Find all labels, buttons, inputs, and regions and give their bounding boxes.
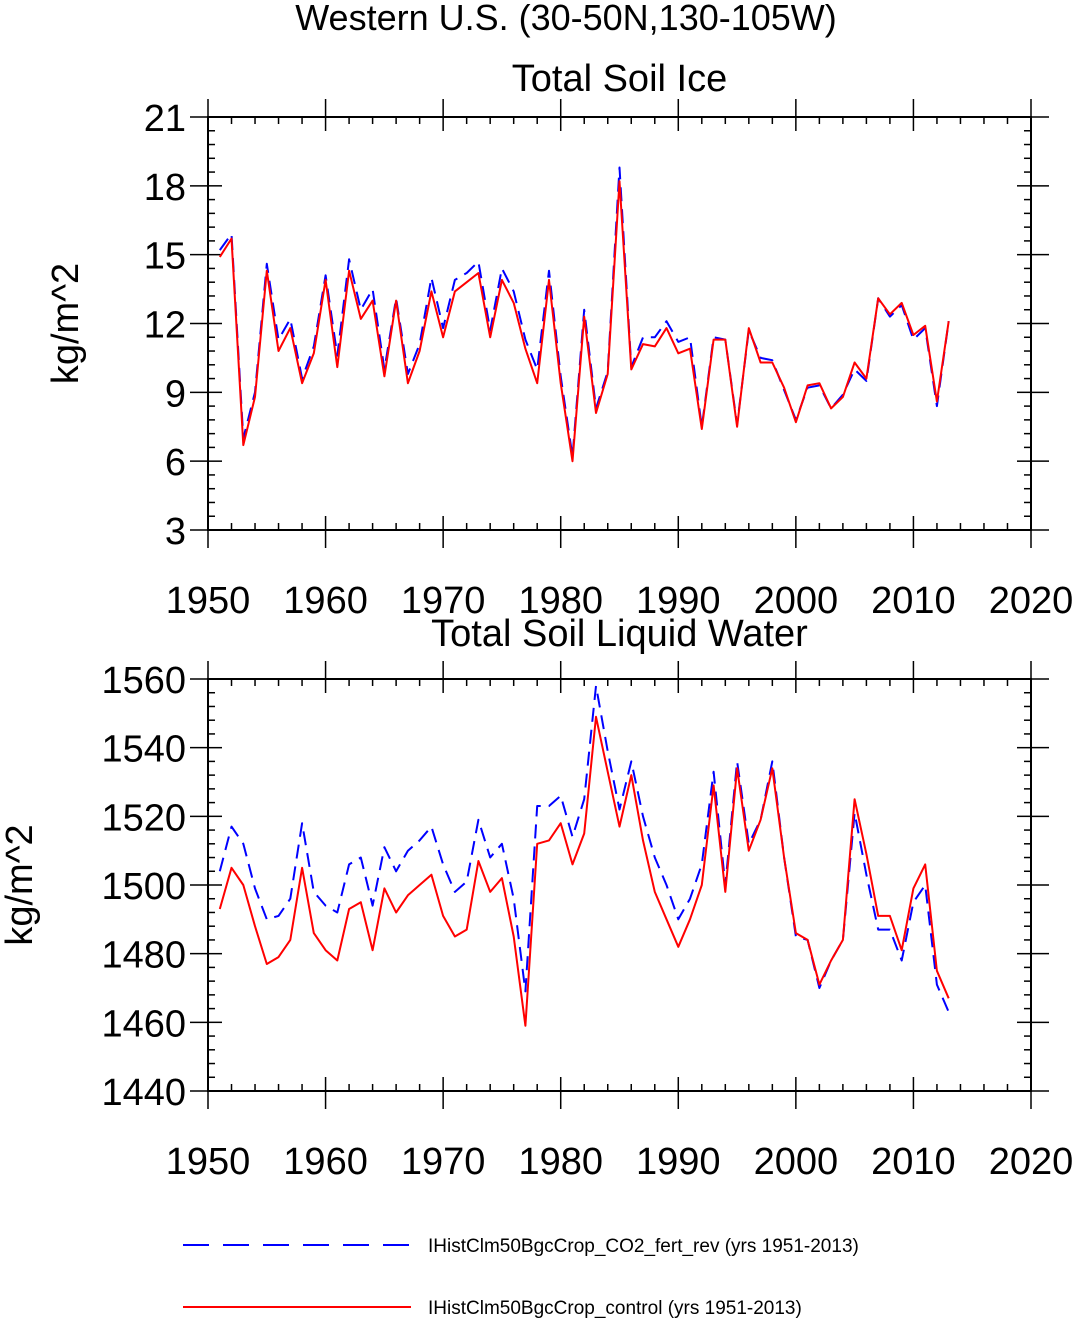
y-tick-label: 1540 [101, 729, 186, 771]
x-tick-label: 2020 [989, 1141, 1074, 1183]
x-tick-label: 1970 [401, 1141, 486, 1183]
x-tick-label: 1970 [401, 580, 486, 622]
x-tick-label: 1980 [518, 1141, 603, 1183]
soil-ice-panel: Total Soil Ice kg/m^2 1950 1960 1970 1980 1990… [45, 58, 1073, 622]
y-tick-label: 15 [144, 236, 186, 278]
series-control-line [218, 715, 950, 1027]
x-tick-label: 1990 [636, 580, 721, 622]
y-tick-label: 1440 [101, 1072, 186, 1114]
x-tick-label: 2000 [754, 1141, 839, 1183]
y-tick-label: 1460 [101, 1003, 186, 1045]
y-tick-label: 6 [165, 442, 186, 484]
series-co2-fert-rev-line [218, 684, 950, 1013]
y-tick-label: 1520 [101, 797, 186, 839]
x-tick-label: 1990 [636, 1141, 721, 1183]
legend: IHistClm50BgcCrop_CO2_fert_rev (yrs 1951… [183, 1236, 859, 1319]
x-tick-label: 2020 [989, 580, 1074, 622]
y-axis-label: kg/m^2 [45, 263, 87, 384]
y-tick-label: 1480 [101, 935, 186, 977]
x-tick-label: 1960 [283, 580, 368, 622]
y-tick-label: 1500 [101, 866, 186, 908]
y-tick-label: 9 [165, 373, 186, 415]
x-tick-label: 1950 [166, 1141, 251, 1183]
y-tick-label: 3 [165, 511, 186, 553]
x-tick-label: 2000 [754, 580, 839, 622]
x-tick-label: 2010 [871, 580, 956, 622]
plot-frame [207, 678, 1032, 1092]
x-tick-label: 1960 [283, 1141, 368, 1183]
y-tick-label: 21 [144, 98, 186, 140]
x-tick-label: 1950 [166, 580, 251, 622]
x-tick-label: 2010 [871, 1141, 956, 1183]
y-tick-label: 12 [144, 305, 186, 347]
y-tick-label: 1560 [101, 660, 186, 702]
panel-title: Total Soil Liquid Water [431, 613, 808, 655]
series-control-line [218, 180, 950, 463]
soil-liquid-water-panel: Total Soil Liquid Water kg/m^2 1950 1960 197… [0, 613, 1073, 1183]
legend-label-control: IHistClm50BgcCrop_control (yrs 1951-2013… [428, 1298, 802, 1319]
y-axis-label: kg/m^2 [0, 824, 41, 945]
panel-title: Total Soil Ice [512, 58, 727, 100]
figure-title: Western U.S. (30-50N,130-105W) [295, 0, 837, 38]
x-tick-label: 1980 [518, 580, 603, 622]
legend-label-co2-fert-rev: IHistClm50BgcCrop_CO2_fert_rev (yrs 1951… [428, 1236, 859, 1257]
y-tick-label: 18 [144, 167, 186, 209]
